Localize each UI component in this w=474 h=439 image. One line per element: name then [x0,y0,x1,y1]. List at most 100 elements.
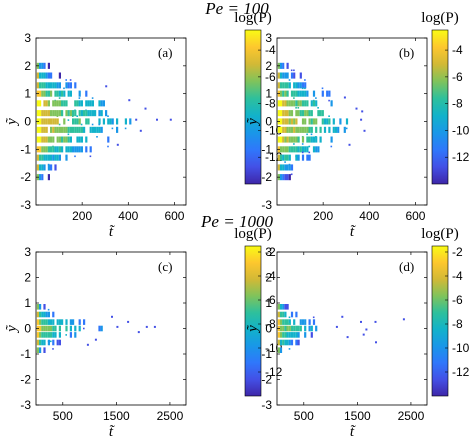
heatmap-cell [50,126,53,133]
heatmap-cell [297,339,300,346]
heatmap-cell [91,110,94,117]
heatmap-cell [85,146,88,153]
heatmap-cell [89,146,92,153]
axes-frame [276,37,428,206]
heatmap-cell [43,332,46,338]
heatmap-cell [58,100,61,107]
heatmap-cell [80,123,83,126]
heatmap-cell [308,126,311,133]
heatmap-cell [45,126,48,133]
x-axis-label: t̃ [109,424,115,439]
heatmap-cell [69,90,72,97]
heatmap-cell [282,82,285,89]
panel-c: -3 -2 -1 0 1 2 3 500 1500 2500 t̃ ỹ (c) -2 -4 -6 -8 -1 0 -1… [4,226,283,439]
heatmap-cell [279,311,283,318]
heatmap-cell [36,154,39,161]
colorbar-tick-label: -6 [452,70,463,84]
heatmap-cell [286,339,289,346]
heatmap-cell [312,319,316,325]
heatmap-band [277,304,289,310]
heatmap-cell [76,100,79,107]
heatmap-cell [295,126,298,133]
y-tick-label: -1 [261,142,272,156]
heatmap-outlier [346,336,349,339]
heatmap-cell [295,311,298,318]
heatmap-cell [47,100,50,107]
heatmap-cell [288,325,291,332]
heatmap-cell [43,126,46,133]
heatmap-cell [47,118,50,125]
heatmap-band [36,72,61,79]
heatmap-cell [116,126,119,133]
heatmap-cell [54,154,57,161]
heatmap-cell [290,332,294,338]
heatmap-cell [54,110,57,117]
heatmap-cell [297,90,300,97]
heatmap-cell [284,304,287,310]
heatmap-cell [279,347,283,353]
heatmap-cell [293,90,296,97]
heatmap-cell [47,146,50,153]
heatmap-cell [290,173,293,176]
heatmap-cell [74,126,77,133]
heatmap-outlier [111,315,113,318]
row-title-top: Pe = 100 [204,0,269,18]
heatmap-cell [61,146,64,153]
heatmap-cell [36,347,39,353]
heatmap-band [36,133,110,148]
heatmap-cell [47,174,50,181]
heatmap-cell [39,332,42,338]
heatmap-cell [67,136,70,143]
heatmap-cell [98,110,101,117]
heatmap-cell [277,311,280,318]
heatmap-cell [85,90,88,97]
heatmap-cell [290,311,294,318]
heatmap-cell [290,146,294,153]
heatmap-cell [41,311,44,318]
heatmap-cell [41,62,44,69]
heatmap-cell [282,62,285,69]
colorbar-gradient [431,245,449,397]
heatmap-cell [312,90,316,97]
heatmap-cell [54,332,57,338]
y-tick-label: 0 [265,322,272,336]
y-tick-label: 2 [265,59,272,73]
heatmap-cell [293,146,296,153]
heatmap-cell [306,146,309,153]
y-tick-label: 0 [265,115,272,129]
heatmap-cell [306,110,309,117]
heatmap-cell [288,136,291,143]
heatmap-band [36,87,88,102]
colorbar-tick-label: -6 [452,293,463,307]
heatmap-cell [284,136,287,143]
heatmap-cell [47,339,50,346]
heatmap-cell [277,339,280,346]
heatmap-cell [43,136,46,143]
heatmap-cell [308,154,311,161]
heatmap-cell [306,133,308,136]
heatmap-cell [282,319,285,325]
heatmap-cell [308,151,311,154]
heatmap-cell [36,339,39,346]
y-tick-label: 1 [265,296,272,310]
heatmap-cell [50,110,53,117]
heatmap-cell [43,339,46,346]
heatmap-cell [282,311,285,318]
heatmap-cell [65,319,68,325]
heatmap-cell [41,126,44,133]
heatmap-cell [43,304,46,310]
heatmap-cell [284,319,287,325]
heatmap-cell [41,118,44,125]
heatmap-cell [319,110,322,117]
x-tick-label: 1500 [344,409,371,423]
x-tick-label: 2500 [157,409,184,423]
y-axis-label: ỹ [245,325,261,334]
heatmap-cell [279,72,283,79]
colorbar-tick-label: -8 [265,97,276,111]
heatmap-cell [39,90,42,97]
heatmap-cell [69,146,72,153]
panel-label: (b) [399,45,414,60]
heatmap-cell [65,126,68,133]
heatmap-cell [39,347,42,353]
heatmap-cell [286,90,289,97]
